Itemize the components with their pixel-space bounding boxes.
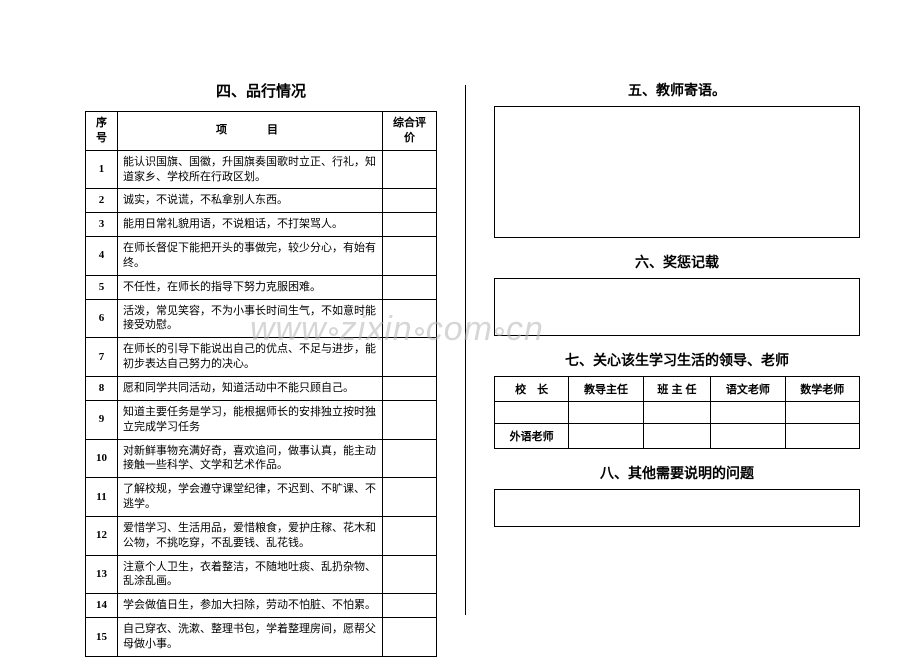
section-5-title: 五、教师寄语。 <box>494 80 860 100</box>
table-row: 2诚实，不说谎，不私拿别人东西。 <box>86 189 437 213</box>
cell-foreign <box>569 424 643 449</box>
row-num: 8 <box>86 376 118 400</box>
row-num: 4 <box>86 237 118 276</box>
row-text: 诚实，不说谎，不私拿别人东西。 <box>118 189 383 213</box>
table-row: 13注意个人卫生，衣着整洁，不随地吐痰、乱扔杂物、乱涂乱画。 <box>86 555 437 594</box>
table-row: 10对新鲜事物充满好奇，喜欢追问，做事认真，能主动接触一些科学、文学和艺术作品。 <box>86 439 437 478</box>
row-num: 7 <box>86 338 118 377</box>
row-eval <box>383 299 437 338</box>
teacher-message-box <box>494 106 860 238</box>
row-num: 10 <box>86 439 118 478</box>
row-eval <box>383 150 437 189</box>
cell-extra3 <box>785 424 859 449</box>
row-eval <box>383 400 437 439</box>
table-row: 4在师长督促下能把开头的事做完，较少分心，有始有终。 <box>86 237 437 276</box>
cell-math <box>785 402 859 424</box>
section-8-title: 八、其他需要说明的问题 <box>494 463 860 483</box>
table-row: 14学会做值日生，参加大扫除，劳动不怕脏、不怕累。 <box>86 594 437 618</box>
section-6-title: 六、奖惩记载 <box>494 252 860 272</box>
row-text: 爱惜学习、生活用品，爱惜粮食，爱护庄稼、花木和公物，不挑吃穿，不乱要钱、乱花钱。 <box>118 516 383 555</box>
row-eval <box>383 213 437 237</box>
label-chinese: 语文老师 <box>711 377 785 402</box>
col-num: 序号 <box>86 112 118 151</box>
row-eval <box>383 338 437 377</box>
table-row: 7在师长的引导下能说出自己的优点、不足与进步，能初步表达自己努力的决心。 <box>86 338 437 377</box>
row-text: 了解校规，学会遵守课堂纪律，不迟到、不旷课、不逃学。 <box>118 478 383 517</box>
cell-chinese <box>711 402 785 424</box>
cell-extra1 <box>643 424 711 449</box>
table-row: 6活泼，常见笑容，不为小事长时间生气，不如意时能接受劝慰。 <box>86 299 437 338</box>
row-num: 13 <box>86 555 118 594</box>
table-row: 9知道主要任务是学习，能根据师长的安排独立按时独立完成学习任务 <box>86 400 437 439</box>
row-eval <box>383 618 437 657</box>
table-row: 12爱惜学习、生活用品，爱惜粮食，爱护庄稼、花木和公物，不挑吃穿，不乱要钱、乱花… <box>86 516 437 555</box>
section-7-title: 七、关心该生学习生活的领导、老师 <box>494 350 860 370</box>
table-row: 3能用日常礼貌用语，不说粗话，不打架骂人。 <box>86 213 437 237</box>
row-text: 学会做值日生，参加大扫除，劳动不怕脏、不怕累。 <box>118 594 383 618</box>
teacher-table: 校 长 教导主任 班 主 任 语文老师 数学老师 外语老师 <box>494 376 860 449</box>
row-text: 在师长督促下能把开头的事做完，较少分心，有始有终。 <box>118 237 383 276</box>
cell-dean <box>569 402 643 424</box>
row-text: 对新鲜事物充满好奇，喜欢追问，做事认真，能主动接触一些科学、文学和艺术作品。 <box>118 439 383 478</box>
row-text: 知道主要任务是学习，能根据师长的安排独立按时独立完成学习任务 <box>118 400 383 439</box>
label-principal: 校 长 <box>495 377 569 402</box>
row-text: 愿和同学共同活动，知道活动中不能只顾自己。 <box>118 376 383 400</box>
row-num: 5 <box>86 275 118 299</box>
table-row: 11了解校规，学会遵守课堂纪律，不迟到、不旷课、不逃学。 <box>86 478 437 517</box>
table-row: 5不任性，在师长的指导下努力克服困难。 <box>86 275 437 299</box>
row-eval <box>383 478 437 517</box>
conduct-table: 序号 项 目 综合评价 1能认识国旗、国徽，升国旗奏国歌时立正、行礼，知道家乡、… <box>85 111 437 657</box>
row-eval <box>383 555 437 594</box>
row-text: 在师长的引导下能说出自己的优点、不足与进步，能初步表达自己努力的决心。 <box>118 338 383 377</box>
col-item: 项 目 <box>118 112 383 151</box>
row-text: 自己穿衣、洗漱、整理书包，学着整理房间，愿帮父母做小事。 <box>118 618 383 657</box>
row-num: 1 <box>86 150 118 189</box>
table-row: 8愿和同学共同活动，知道活动中不能只顾自己。 <box>86 376 437 400</box>
section-4-title: 四、品行情况 <box>85 80 437 101</box>
table-row: 1能认识国旗、国徽，升国旗奏国歌时立正、行礼，知道家乡、学校所在行政区划。 <box>86 150 437 189</box>
row-num: 15 <box>86 618 118 657</box>
row-num: 9 <box>86 400 118 439</box>
row-num: 2 <box>86 189 118 213</box>
row-text: 能认识国旗、国徽，升国旗奏国歌时立正、行礼，知道家乡、学校所在行政区划。 <box>118 150 383 189</box>
row-eval <box>383 594 437 618</box>
row-num: 12 <box>86 516 118 555</box>
cell-head <box>643 402 711 424</box>
label-dean: 教导主任 <box>569 377 643 402</box>
label-head: 班 主 任 <box>643 377 711 402</box>
row-num: 3 <box>86 213 118 237</box>
row-eval <box>383 516 437 555</box>
label-math: 数学老师 <box>785 377 859 402</box>
table-row: 15自己穿衣、洗漱、整理书包，学着整理房间，愿帮父母做小事。 <box>86 618 437 657</box>
row-eval <box>383 376 437 400</box>
row-text: 能用日常礼貌用语，不说粗话，不打架骂人。 <box>118 213 383 237</box>
rewards-box <box>494 278 860 336</box>
row-num: 14 <box>86 594 118 618</box>
other-notes-box <box>494 489 860 527</box>
row-eval <box>383 237 437 276</box>
row-eval <box>383 275 437 299</box>
row-num: 6 <box>86 299 118 338</box>
col-eval: 综合评价 <box>383 112 437 151</box>
row-text: 注意个人卫生，衣着整洁，不随地吐痰、乱扔杂物、乱涂乱画。 <box>118 555 383 594</box>
cell-principal <box>495 402 569 424</box>
row-eval <box>383 439 437 478</box>
row-text: 活泼，常见笑容，不为小事长时间生气，不如意时能接受劝慰。 <box>118 299 383 338</box>
row-num: 11 <box>86 478 118 517</box>
cell-extra2 <box>711 424 785 449</box>
label-foreign: 外语老师 <box>495 424 569 449</box>
row-eval <box>383 189 437 213</box>
row-text: 不任性，在师长的指导下努力克服困难。 <box>118 275 383 299</box>
